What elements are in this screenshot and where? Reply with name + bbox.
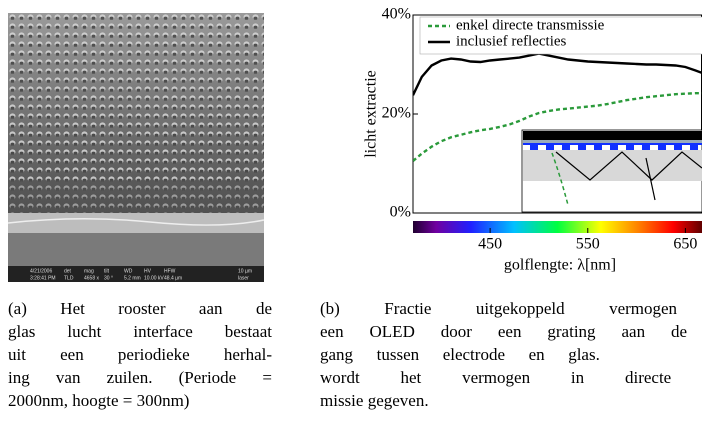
caption-line: uit een periodieke herhal- [8, 343, 272, 366]
sem-info-text: laser [238, 275, 249, 281]
y-tick-label: 40% [382, 6, 411, 23]
sem-info-text: WD [124, 268, 133, 274]
y-tick-label: 0% [390, 204, 411, 221]
x-axis-label: golflengte: λ[nm] [504, 257, 616, 274]
caption-line: gang tussen electrode en glas. O [320, 343, 702, 366]
page: 4/21/20063:28:41 PM detTLD mag4658 x tilt30… [0, 0, 702, 424]
sem-info-text: det [64, 268, 72, 274]
x-tick-label: 550 [576, 236, 600, 253]
caption-line: 2000nm, hoogte = 300nm) [8, 389, 272, 412]
caption-line: een OLED door een grating aan de ov [320, 320, 702, 343]
sem-info-text: tilt [104, 268, 110, 274]
sem-info-text: 10.00 kV [144, 275, 164, 281]
sem-info-text: TLD [64, 275, 74, 281]
x-tick-label: 450 [478, 236, 502, 253]
legend-label: enkel directe transmissie [456, 17, 605, 33]
sem-info-text: 3:28:41 PM [30, 275, 56, 281]
x-tick-label: 650 [673, 236, 697, 253]
caption-line: (a) Het rooster aan de [8, 297, 272, 320]
sem-info-text: 5.2 mm [124, 275, 141, 281]
sem-info-text: 48.4 µm [164, 275, 182, 281]
y-axis-label: licht extractie [363, 70, 380, 158]
sem-info-text: 10 µm [238, 268, 252, 274]
sem-info-text: 30 ° [104, 275, 113, 281]
y-tick-label: 20% [382, 105, 411, 122]
sem-info-text: HV [144, 268, 152, 274]
caption-line: (b) Fractie uitgekoppeld vermogen v [320, 297, 702, 320]
spectrum-bar [413, 221, 702, 233]
caption-line: ing van zuilen. (Periode = [8, 366, 272, 389]
legend-label: inclusief reflecties [456, 33, 567, 49]
sem-info-text: 4658 x [84, 275, 100, 281]
sem-image [8, 13, 264, 282]
series-line [413, 54, 702, 96]
sem-info-text: HFW [164, 268, 176, 274]
caption-line: wordt het vermogen in directe tra [320, 366, 702, 389]
caption-line: glas lucht interface bestaat [8, 320, 272, 343]
sem-info-text: 4/21/2006 [30, 268, 52, 274]
caption-line: missie gegeven. [320, 389, 702, 412]
inset-diagram [522, 130, 702, 212]
sem-info-text: mag [84, 268, 94, 274]
